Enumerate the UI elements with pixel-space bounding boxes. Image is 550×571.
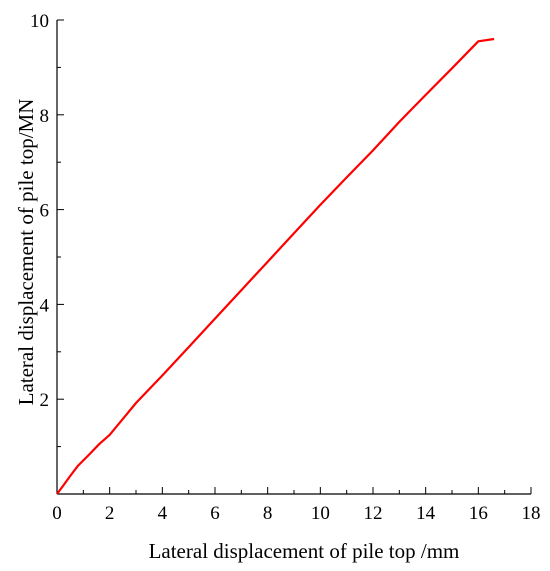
y-tick-label: 6 [40, 201, 50, 222]
plot-area [56, 37, 495, 495]
x-tick-label: 12 [364, 503, 383, 524]
x-tick-label: 2 [105, 503, 115, 524]
y-tick-label: 2 [40, 390, 50, 411]
x-tick-label: 4 [158, 503, 168, 524]
x-tick-label: 18 [522, 503, 541, 524]
x-tick-label: 14 [416, 503, 436, 524]
x-tick-label: 0 [52, 503, 62, 524]
y-tick-label: 10 [30, 11, 49, 32]
y-tick-label: 4 [40, 295, 50, 316]
x-tick-label: 6 [210, 503, 220, 524]
series-line [56, 37, 495, 495]
y-tick-label: 8 [40, 106, 50, 127]
y-axis-title: Lateral displacement of pile top/MN [14, 99, 38, 406]
tick-labels: 0 2 4 6 8 10 12 14 16 18 2 4 6 8 10 [30, 11, 541, 524]
x-axis-title: Lateral displacement of pile top /mm [149, 539, 460, 563]
x-tick-label: 8 [263, 503, 273, 524]
x-tick-label: 16 [469, 503, 488, 524]
x-tick-label: 10 [311, 503, 330, 524]
axes [56, 19, 532, 495]
